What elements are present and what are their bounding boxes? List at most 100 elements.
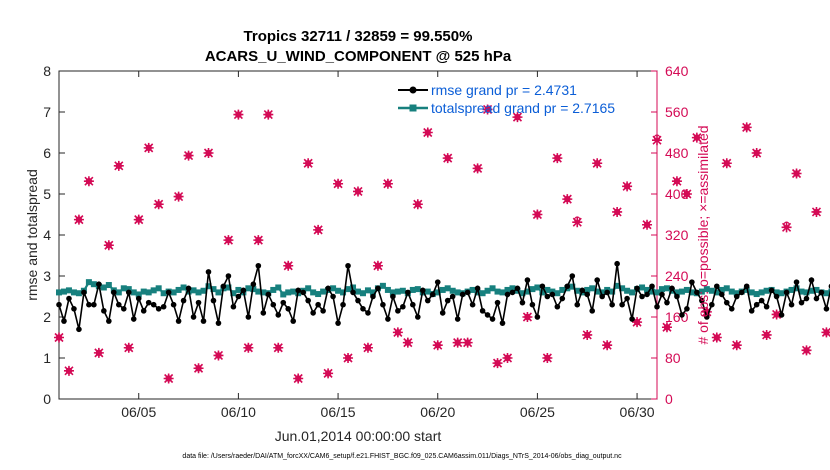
obs-assimilated-point (492, 358, 503, 369)
rmse-point (674, 293, 680, 300)
obs-assimilated-point (153, 199, 164, 210)
totalspread-point (624, 287, 631, 294)
rmse-point (669, 285, 675, 292)
obs-assimilated-point (542, 353, 553, 363)
obs-possible-point (285, 262, 292, 269)
obs-assimilated-point (442, 153, 453, 164)
obs-possible-point (195, 365, 202, 372)
rmse-point (614, 260, 620, 267)
obs-assimilated-point (173, 191, 184, 202)
obs-assimilated-point (552, 153, 563, 164)
legend-rmse-marker (409, 86, 417, 94)
rmse-point (664, 299, 670, 306)
totalspread-point (394, 288, 401, 295)
totalspread-point (788, 286, 795, 293)
y-tick-label-left: 3 (43, 268, 51, 284)
rmse-point (215, 320, 222, 326)
rmse-point (559, 295, 566, 302)
totalspread-point (554, 290, 561, 297)
obs-possible-point (265, 111, 272, 118)
obs-assimilated-point (83, 176, 94, 187)
chart-title-line-1: Tropics 32711 / 32859 = 99.550% (244, 28, 473, 45)
plot-area (58, 70, 658, 400)
totalspread-point (424, 288, 431, 295)
totalspread-point (574, 287, 581, 294)
obs-possible-point (683, 190, 691, 198)
obs-possible-point (564, 195, 571, 203)
totalspread-point (285, 289, 292, 296)
totalspread-point (210, 286, 217, 293)
y-tick-label-right: 640 (665, 63, 689, 79)
obs-assimilated-point (721, 158, 732, 169)
totalspread-point (200, 287, 207, 294)
rmse-point (315, 301, 321, 308)
rmse-point (210, 297, 217, 304)
legend-spread-marker (409, 104, 417, 112)
rmse-point (619, 301, 625, 308)
rmse-point (360, 306, 366, 312)
chart-title-line-2: ACARS_U_WIND_COMPONENT @ 525 hPa (205, 48, 512, 65)
rmse-point (484, 312, 491, 318)
totalspread-point (474, 289, 481, 296)
totalspread-point (509, 285, 516, 292)
rmse-point (434, 279, 441, 285)
totalspread-point (235, 286, 242, 293)
rmse-point (165, 289, 172, 296)
rmse-point (240, 287, 247, 294)
rmse-point (788, 301, 795, 308)
obs-assimilated-point (791, 168, 802, 179)
totalspread-point (190, 287, 197, 294)
totalspread-point (813, 286, 820, 293)
rmse-point (743, 283, 750, 290)
rmse-point (390, 293, 396, 300)
totalspread-point (245, 285, 252, 292)
rmse-point (116, 301, 122, 308)
rmse-point (579, 287, 586, 294)
totalspread-point (748, 289, 755, 296)
obs-assimilated-point (372, 260, 383, 271)
obs-assimilated-point (612, 206, 623, 217)
obs-possible-point (544, 354, 551, 362)
totalspread-point (688, 289, 695, 296)
rmse-point (106, 318, 112, 324)
obs-assimilated-point (711, 332, 722, 343)
totalspread-point (614, 282, 621, 289)
obs-possible-point (763, 331, 770, 339)
y-tick-label-right: 240 (665, 268, 689, 284)
rmse-point (489, 316, 496, 322)
rmse-point (654, 303, 660, 310)
obs-assimilated-point (502, 353, 513, 363)
obs-assimilated-point (54, 332, 64, 343)
totalspread-point (489, 285, 496, 292)
rmse-point (429, 291, 436, 298)
rmse-point (823, 306, 830, 312)
totalspread-point (379, 282, 386, 289)
obs-assimilated-point (223, 235, 234, 246)
totalspread-point (170, 289, 177, 296)
totalspread-point (389, 289, 396, 296)
rmse-point (604, 289, 610, 296)
totalspread-point (599, 289, 606, 296)
obs-possible-point (653, 134, 661, 141)
rmse-point (365, 310, 371, 316)
obs-possible-point (235, 111, 242, 118)
obs-assimilated-point (382, 178, 393, 189)
rmse-point (170, 301, 177, 308)
y-tick-label-left: 7 (43, 104, 51, 120)
rmse-point (355, 297, 361, 304)
totalspread-point (728, 288, 735, 295)
totalspread-point (753, 291, 760, 298)
obs-possible-point (554, 154, 561, 162)
rmse-point (81, 289, 87, 296)
totalspread-point (175, 286, 182, 293)
rmse-point (200, 318, 207, 324)
rmse-point (265, 291, 272, 298)
rmse-point (554, 303, 561, 310)
obs-possible-point (504, 354, 511, 362)
obs-possible-point (454, 339, 461, 346)
obs-assimilated-point (263, 109, 274, 120)
obs-possible-point (623, 183, 631, 190)
x-axis: 06/05 06/10 06/15 06/20 06/25 06/30 (121, 71, 655, 420)
obs-assimilated-point (203, 148, 214, 158)
obs-assimilated-point (93, 347, 104, 358)
